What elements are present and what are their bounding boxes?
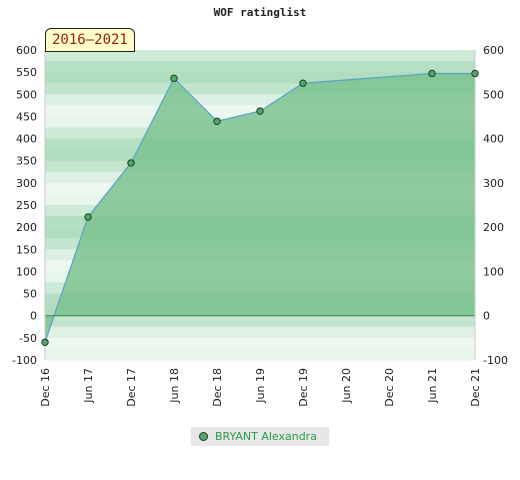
y-tick-label-left: 0 (30, 310, 37, 323)
series-area-fill (45, 73, 475, 343)
axes (44, 50, 476, 360)
tick-labels: 600550500450400350300250200150100500-50-… (12, 44, 508, 407)
y-tick-label-left: 400 (16, 133, 37, 146)
y-tick-label-left: 550 (16, 66, 37, 79)
x-tick-label: Dec 18 (211, 368, 224, 407)
x-tick-label: Dec 20 (383, 368, 396, 407)
background-band (45, 94, 475, 106)
data-points (41, 69, 479, 346)
data-point (127, 159, 135, 167)
y-tick-label-left: 450 (16, 110, 37, 123)
y-tick-label-left: 600 (16, 44, 37, 57)
y-tick-label-right: 100 (483, 265, 504, 278)
data-point (256, 107, 264, 115)
y-tick-label-right: 600 (483, 44, 504, 57)
background-band (45, 83, 475, 95)
x-tick-label: Jun 19 (254, 368, 267, 404)
data-point (213, 117, 221, 126)
x-tick-label: Dec 19 (297, 368, 310, 407)
x-tick-label: Jun 21 (426, 368, 439, 404)
x-tick-label: Dec 16 (39, 368, 52, 407)
background-band (45, 61, 475, 73)
legend: BRYANT Alexandra (191, 427, 329, 446)
background-band (45, 326, 475, 339)
y-tick-label-right: 500 (483, 88, 504, 101)
background-band (45, 337, 475, 350)
background-band (45, 72, 475, 84)
x-tick-label: Dec 21 (469, 368, 482, 407)
background-band (45, 348, 475, 361)
y-tick-label-left: 350 (16, 155, 37, 168)
data-point (41, 338, 49, 346)
y-tick-label-right: 0 (483, 310, 490, 323)
data-point (471, 69, 479, 78)
x-tick-label: Jun 18 (168, 368, 181, 404)
y-tick-label-right: 200 (483, 221, 504, 234)
y-tick-label-left: 200 (16, 221, 37, 234)
x-tick-label: Dec 17 (125, 368, 138, 407)
data-point (84, 213, 92, 221)
legend-marker-icon (199, 432, 208, 441)
y-tick-label-left: 300 (16, 177, 37, 190)
y-tick-label-left: -100 (12, 354, 37, 367)
y-tick-label-right: 400 (483, 133, 504, 146)
y-tick-label-left: -50 (19, 332, 37, 345)
y-tick-label-right: -100 (483, 354, 508, 367)
y-tick-label-right: 300 (483, 177, 504, 190)
data-point (428, 69, 436, 78)
y-tick-label-left: 50 (23, 288, 37, 301)
chart-title: WOF ratinglist (213, 6, 307, 19)
y-tick-label-left: 500 (16, 88, 37, 101)
period-badge: 2016–2021 (45, 28, 135, 52)
y-tick-label-left: 100 (16, 265, 37, 278)
data-point (299, 79, 307, 87)
y-tick-label-left: 250 (16, 199, 37, 212)
y-tick-label-left: 150 (16, 243, 37, 256)
x-tick-label: Jun 20 (340, 368, 353, 404)
background-band (45, 50, 475, 62)
x-tick-label: Jun 17 (82, 368, 95, 404)
data-point (170, 74, 178, 83)
legend-label: BRYANT Alexandra (215, 430, 317, 443)
background-band (45, 315, 475, 328)
